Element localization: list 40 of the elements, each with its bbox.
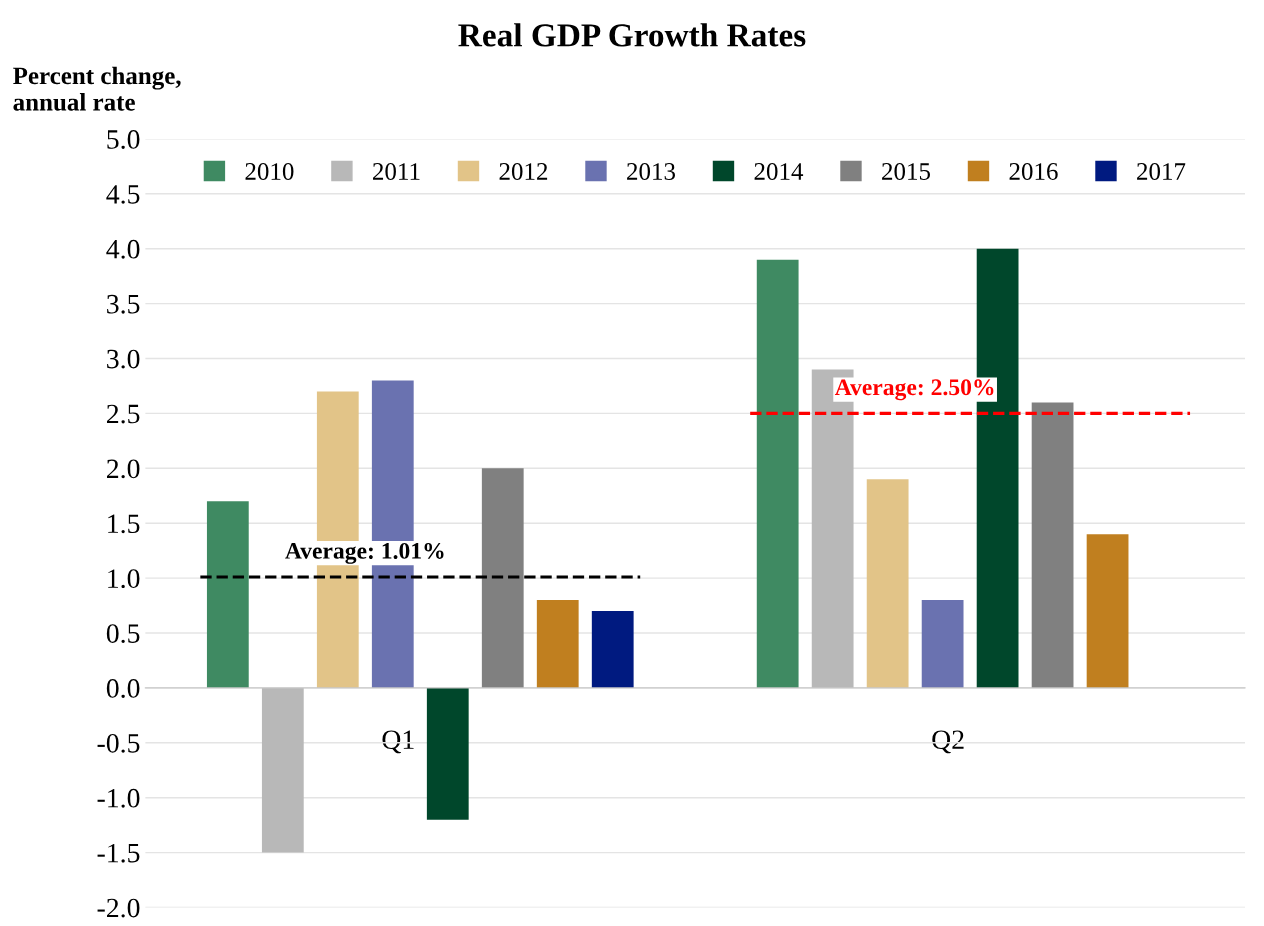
bar (261, 687, 304, 853)
bar (591, 611, 634, 688)
x-tick-label: Q2 (932, 730, 964, 754)
bar (206, 501, 249, 688)
y-tick-label: 4.0 (106, 239, 140, 259)
legend-label: 2015 (882, 163, 930, 180)
x-tick-label: Q1 (382, 730, 414, 754)
legend-label: 2016 (1009, 163, 1058, 180)
ref-line-label: Average: 1.01% (285, 542, 444, 564)
legend-label: 2014 (754, 163, 804, 180)
legend-label: 2012 (499, 163, 548, 180)
bar (1086, 534, 1129, 688)
y-tick-label: 3.5 (107, 294, 140, 314)
y-tick-label: 2.0 (107, 459, 140, 479)
y-tick-label: 5.0 (107, 130, 140, 149)
y-tick-label: 1.5 (108, 514, 140, 534)
y-tick-label: -1.0 (97, 788, 140, 808)
y-tick-label: 4.5 (106, 185, 140, 204)
chart-title: Real GDP Growth Rates (458, 23, 806, 47)
legend-label: 2010 (245, 163, 294, 180)
bar (481, 468, 524, 688)
y-axis-title: Percent change, annual rate (13, 66, 181, 111)
y-tick-label: 2.5 (107, 404, 140, 424)
bar (536, 600, 579, 688)
y-tick-label: 0.0 (106, 679, 140, 698)
bar (866, 479, 909, 688)
bar (756, 259, 799, 688)
bar (426, 687, 469, 820)
y-tick-label: -0.5 (97, 733, 140, 753)
bar (1031, 402, 1074, 688)
bar (921, 600, 964, 688)
legend-label: 2013 (627, 163, 675, 180)
legend-label: 2017 (1137, 163, 1186, 180)
legend-label: 2011 (373, 163, 420, 180)
y-tick-label: 3.0 (107, 349, 140, 369)
y-tick-label: 1.0 (108, 569, 140, 589)
y-tick-label: 0.5 (106, 624, 140, 644)
y-tick-label: -1.5 (97, 843, 140, 863)
y-tick-label: -2.0 (97, 898, 140, 918)
ref-line-label: Average: 2.50% (834, 379, 994, 401)
